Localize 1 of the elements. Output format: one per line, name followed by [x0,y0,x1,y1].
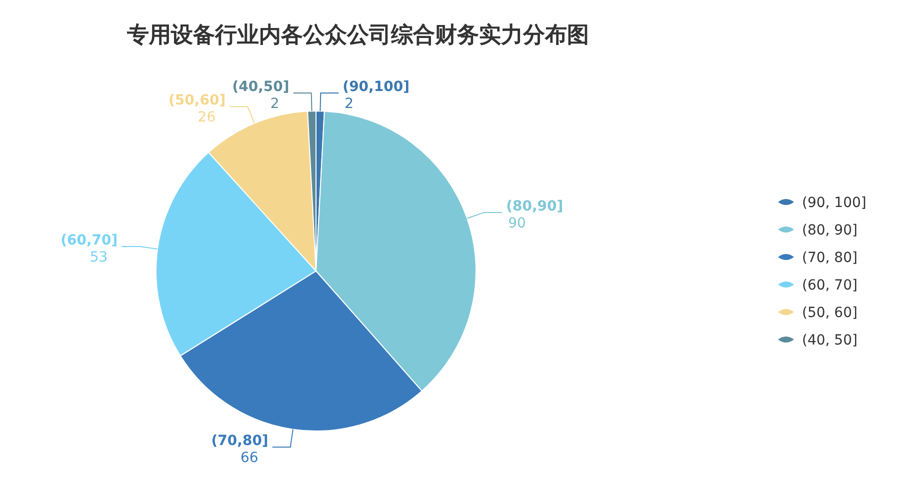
title: 专用设备行业内各公众公司综合财务实力分布图 [127,23,589,48]
